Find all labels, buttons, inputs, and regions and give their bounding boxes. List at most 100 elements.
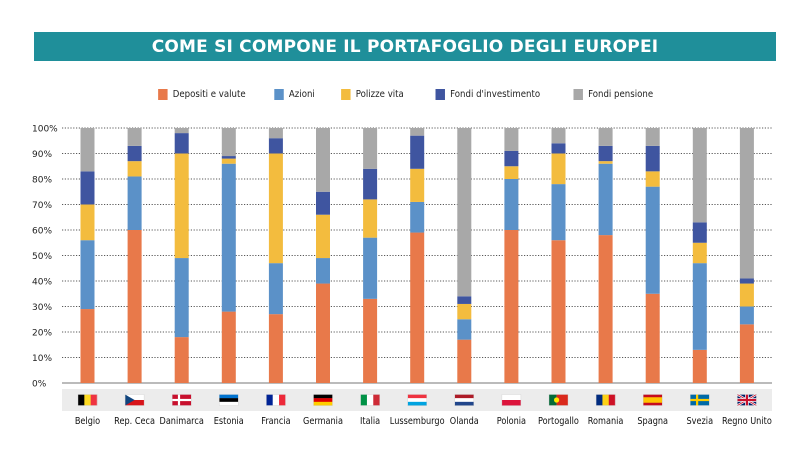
bar-segment [174, 128, 189, 134]
bar-segment [221, 158, 236, 164]
bar-segment [504, 166, 519, 179]
legend-swatch [573, 89, 583, 100]
flag-icon [124, 394, 145, 406]
bar-segment [221, 128, 236, 157]
legend-item: Fondi pensione [573, 89, 653, 100]
bar-segment [363, 237, 378, 299]
legend-label: Fondi d'investimento [450, 89, 541, 100]
x-tick-label: Italia [360, 416, 380, 427]
bar-segment [645, 145, 660, 172]
bar-segment [692, 263, 707, 350]
chart-legend: Depositi e valute Azioni Polizze vita Fondi… [0, 89, 811, 100]
bar-segment [598, 128, 613, 146]
bar-segment [739, 278, 754, 284]
flag-icon [501, 394, 522, 406]
bar-segment [316, 283, 330, 383]
bar-segment [174, 133, 189, 154]
legend-item: Polizze vita [341, 89, 404, 100]
bar-segment [127, 161, 142, 177]
bar-segment [457, 296, 472, 304]
bar-segment [127, 230, 142, 383]
bar-segment [645, 186, 660, 294]
bar-segment [268, 128, 283, 139]
flag-icon [313, 394, 333, 406]
bar-segment [268, 138, 283, 154]
legend-label: Azioni [289, 89, 316, 100]
bar-segment [692, 242, 707, 264]
bar-segment [316, 258, 330, 284]
y-tick-label: 100% [32, 125, 58, 135]
bar-segment [363, 199, 378, 238]
bar-segment [268, 263, 283, 315]
y-tick-label: 30% [32, 303, 52, 313]
bar-segment [457, 339, 472, 383]
x-tick-label: Romania [588, 416, 624, 427]
bar-segment [410, 232, 425, 383]
flag-icon [171, 394, 192, 406]
bar-segment [127, 128, 142, 146]
bar-segment [410, 128, 425, 136]
legend-label: Polizze vita [356, 89, 405, 100]
x-tick-label: Belgio [75, 416, 100, 427]
flag-icon [77, 394, 98, 406]
bar-segment [268, 153, 283, 264]
bar-segment [316, 214, 330, 259]
bar-segment [316, 191, 330, 215]
bar-segment [363, 168, 378, 200]
bar-segment [316, 128, 330, 192]
bar-segment [739, 283, 754, 307]
bar-segment [645, 128, 660, 146]
x-tick-label: Rep. Ceca [114, 416, 155, 427]
bar-segment [551, 240, 566, 383]
bar-segment [363, 128, 378, 169]
flag-icon [736, 393, 757, 407]
bar-segment [739, 128, 754, 279]
legend-item: Depositi e valute [158, 89, 247, 100]
bar-segment [363, 298, 378, 383]
flag-icon [360, 394, 380, 406]
bar-segment [504, 230, 519, 383]
y-tick-label: 60% [32, 227, 52, 237]
y-tick-label: 0% [32, 380, 47, 390]
bar-segment [551, 184, 566, 241]
x-tick-label: Spagna [637, 416, 668, 427]
y-tick-label: 70% [32, 201, 52, 211]
bar-segment [410, 168, 425, 202]
bar-segment [221, 156, 236, 159]
legend-item: Azioni [274, 89, 316, 100]
bar-segment [268, 314, 283, 383]
x-tick-label: Lussemburgo [390, 416, 445, 427]
y-tick-label: 40% [32, 278, 52, 288]
x-tick-label: Polonia [497, 416, 526, 427]
flag-icon [454, 394, 474, 406]
bar-segment [80, 204, 95, 241]
bar-segment [692, 128, 707, 223]
bar-segment [504, 128, 519, 151]
bar-segment [739, 324, 754, 383]
bar-segment [645, 171, 660, 187]
chart-title: COME SI COMPONE IL PORTAFOGLIO DEGLI EUR… [151, 36, 659, 57]
x-tick-label: Portogallo [538, 416, 579, 427]
bar-segment [174, 153, 189, 259]
x-tick-label: Francia [261, 416, 290, 427]
x-tick-label: Danimarca [160, 416, 204, 427]
bar-segment [174, 258, 189, 338]
y-tick-label: 50% [32, 252, 52, 262]
bar-segment [221, 311, 236, 383]
x-tick-label: Svezia [687, 416, 714, 427]
bar-segment [645, 293, 660, 383]
bar-segment [80, 128, 95, 172]
bar-segment [551, 153, 566, 185]
x-tick-label: Regno Unito [722, 416, 772, 427]
bar-segment [127, 145, 142, 162]
flag-icon [407, 394, 427, 406]
bar-segment [504, 179, 519, 230]
bar-segment [80, 309, 95, 383]
legend-swatch [435, 89, 446, 100]
legend-label: Depositi e valute [173, 89, 247, 100]
legend-item: Fondi d'investimento [435, 89, 541, 100]
bar-segment [551, 143, 566, 154]
bar-segment [598, 235, 613, 383]
x-tick-label: Olanda [450, 416, 479, 427]
